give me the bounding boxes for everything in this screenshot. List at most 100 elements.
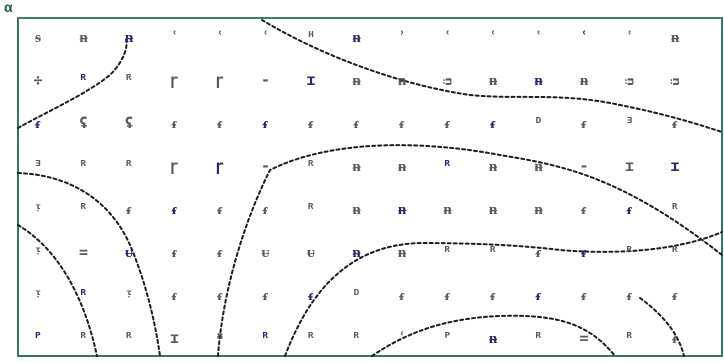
- field-markers: ᵴ ᵰ ᵰ ʿ ʿ ʿ ᴴ ᵰ ʾ ʿ ʿ ʿ ʿ ʿ ᵰ ÷ ᴿ ᴿ ɼ ɼ - ɪ ᵰ ᵰ ᴞ ᵰ ᵰ ᵰ ᴞ ᴞ ᵳ ʢ ʢ ᵳ ᵳ ᵳ ᵳ ᵳ ᵳ ᵳ…: [33, 28, 679, 347]
- field-marker: ᵳ: [581, 200, 587, 218]
- field-marker: ᵎ: [33, 286, 42, 304]
- field-marker: ᴿ: [261, 329, 270, 347]
- field-marker: ᵳ: [444, 114, 450, 132]
- contour-line: [261, 19, 723, 133]
- field-marker: ᵎ: [33, 243, 42, 261]
- field-marker: =: [579, 329, 588, 347]
- field-marker: ᴿ: [625, 329, 634, 347]
- corner-label: α: [4, 0, 13, 15]
- field-marker: ᴿ: [79, 71, 88, 89]
- field-marker: ᵳ: [444, 286, 450, 304]
- field-marker: ᵰ: [352, 71, 361, 89]
- field-marker: ᴽ: [217, 329, 223, 347]
- field-marker: ʿ: [397, 329, 406, 347]
- field-marker: ᴿ: [670, 243, 679, 261]
- field-marker: ᵳ: [217, 114, 223, 132]
- field-marker: ÷: [33, 71, 42, 89]
- field-marker: ᵰ: [398, 200, 407, 218]
- field-marker: ᴲ: [33, 157, 42, 175]
- field-marker: ᴿ: [124, 329, 133, 347]
- field-marker: ᵎ: [124, 286, 133, 304]
- field-marker: ᵳ: [171, 114, 177, 132]
- field-marker: ᵳ: [626, 200, 632, 218]
- field-marker: =: [79, 243, 88, 261]
- field-marker: ᴿ: [352, 329, 361, 347]
- field-marker: ᵳ: [581, 114, 587, 132]
- contour-line: [284, 231, 723, 357]
- contour-lines: [17, 19, 723, 357]
- field-marker: ᴿ: [443, 243, 452, 261]
- field-marker: ɼ: [215, 157, 224, 175]
- field-marker: ᵳ: [308, 286, 314, 304]
- field-marker: -: [579, 157, 588, 175]
- field-marker: ᵰ: [79, 28, 88, 46]
- field-marker: ᴿ: [306, 157, 315, 175]
- field-marker: ᵾ: [307, 243, 315, 261]
- field-marker: ᵳ: [490, 114, 496, 132]
- field-marker: ᵴ: [35, 28, 41, 46]
- field-marker: ᵳ: [171, 286, 177, 304]
- field-marker: ᵳ: [535, 243, 541, 261]
- field-marker: ʿ: [579, 28, 588, 46]
- field-marker: ᴿ: [534, 329, 543, 347]
- field-marker: ᵳ: [217, 200, 223, 218]
- field-marker: ᵳ: [262, 114, 268, 132]
- contour-line: [639, 297, 685, 357]
- field-marker: ʿ: [261, 28, 270, 46]
- field-marker: ᵰ: [352, 157, 361, 175]
- field-marker: ᴰ: [352, 286, 361, 304]
- field-marker: ɼ: [215, 71, 224, 89]
- field-marker: ᵳ: [126, 200, 132, 218]
- field-marker: ɪ: [625, 157, 634, 175]
- field-marker: ᵳ: [262, 286, 268, 304]
- field-marker: ᵳ: [399, 114, 405, 132]
- field-marker: ᵰ: [125, 28, 134, 46]
- field-marker: ᵳ: [217, 243, 223, 261]
- field-marker: ᴰ: [534, 114, 543, 132]
- field-marker: ʿ: [215, 28, 224, 46]
- field-marker: ɪ: [670, 157, 679, 175]
- field-marker: ᵳ: [672, 329, 678, 347]
- field-marker: ᴿ: [124, 157, 133, 175]
- field-marker: ʢ: [124, 114, 133, 132]
- field-marker: ʢ: [79, 114, 88, 132]
- field-marker: ᴿ: [488, 243, 497, 261]
- field-marker: ᴞ: [670, 71, 679, 89]
- field-marker: ᵳ: [581, 286, 587, 304]
- field-marker: ᵳ: [262, 200, 268, 218]
- field-marker: ᵰ: [352, 200, 361, 218]
- field-marker: ʿ: [488, 28, 497, 46]
- field-marker: ᵰ: [489, 71, 498, 89]
- field-marker: ᵳ: [626, 286, 632, 304]
- contour-line: [17, 224, 98, 357]
- field-marker: ᴿ: [443, 157, 452, 175]
- contour-line: [17, 172, 161, 357]
- field-marker: ᵳ: [171, 200, 177, 218]
- field-marker: ᴾ: [443, 329, 452, 347]
- field-marker: ᵳ: [35, 114, 41, 132]
- field-marker: ᵰ: [534, 200, 543, 218]
- field-marker: ɼ: [170, 157, 179, 175]
- field-marker: ᵰ: [443, 200, 452, 218]
- field-marker: ᴞ: [443, 71, 452, 89]
- field-marker: ʾ: [397, 28, 406, 46]
- field-marker: ʿ: [534, 28, 543, 46]
- field-marker: ᵰ: [489, 200, 498, 218]
- field-marker: ᵰ: [352, 28, 361, 46]
- field-marker: ᴿ: [79, 286, 88, 304]
- field-marker: ᴿ: [79, 329, 88, 347]
- field-marker: ᴿ: [79, 200, 88, 218]
- field-marker: ᴿ: [670, 200, 679, 218]
- field-marker: ᴿ: [79, 157, 88, 175]
- field-marker: ᵰ: [398, 71, 407, 89]
- contour-line: [217, 144, 723, 357]
- field-marker: ᴿ: [625, 243, 634, 261]
- field-marker: ᵰ: [489, 157, 498, 175]
- field-marker: ᵳ: [308, 114, 314, 132]
- field-marker: ᵰ: [352, 243, 361, 261]
- field-marker: ᵳ: [535, 286, 541, 304]
- field-marker: ᵳ: [171, 243, 177, 261]
- field-marker: ɪ: [170, 329, 179, 347]
- field-marker: ᴴ: [306, 28, 315, 46]
